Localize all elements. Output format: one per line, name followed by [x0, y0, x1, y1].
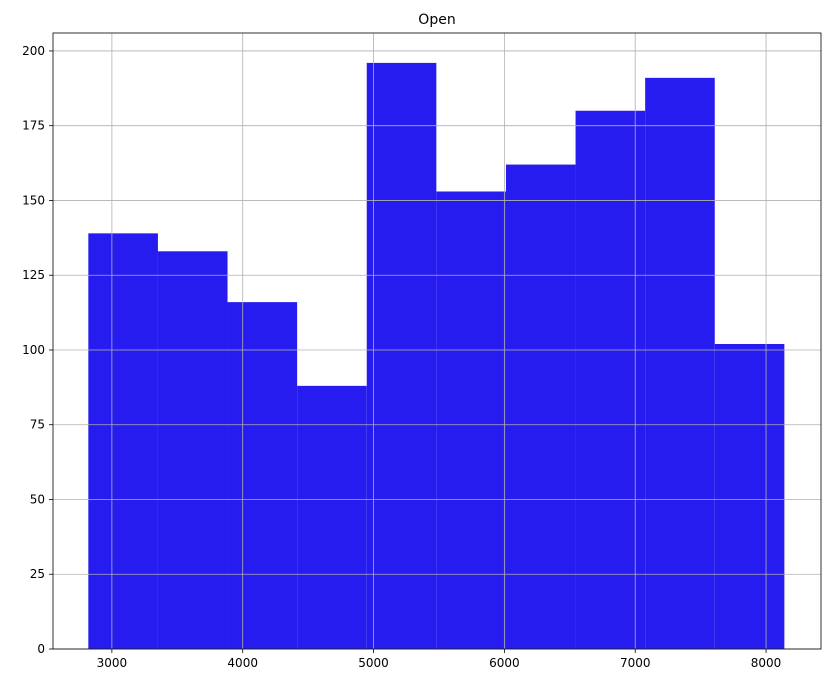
histogram-bar: [157, 251, 228, 649]
axes-frame: [52, 32, 822, 650]
y-tick-label: 100: [22, 343, 45, 357]
histogram-bar: [575, 110, 646, 650]
histogram-bar: [505, 164, 576, 649]
plot-frame: [52, 32, 822, 650]
histogram-bar: [366, 62, 437, 650]
x-tick-label: 7000: [620, 656, 651, 670]
y-tick-label: 25: [30, 567, 45, 581]
x-tick-label: 4000: [227, 656, 258, 670]
histogram-bar: [714, 343, 785, 649]
y-tick-label: 200: [22, 44, 45, 58]
ticks: 3000 4000 5000 6000 7000 8000 0 25 50 75 100 125 150…: [22, 44, 781, 670]
x-tick-label: 3000: [97, 656, 128, 670]
y-tick-label: 175: [22, 119, 45, 133]
x-tick-label: 6000: [489, 656, 520, 670]
y-tick-label: 75: [30, 418, 45, 432]
grid-lines: [53, 33, 821, 650]
chart-title: Open: [418, 12, 455, 28]
bars: [88, 62, 785, 650]
histogram-bar: [88, 233, 158, 649]
histogram-bar: [645, 77, 715, 649]
histogram-bar: [297, 385, 367, 649]
y-tick-label: 0: [37, 642, 45, 656]
y-tick-label: 150: [22, 193, 45, 207]
histogram-bar: [227, 302, 298, 649]
x-tick-label: 8000: [751, 656, 782, 670]
y-tick-label: 50: [30, 492, 45, 506]
y-tick-label: 125: [22, 268, 45, 282]
histogram-bar: [436, 191, 506, 649]
x-tick-label: 5000: [358, 656, 389, 670]
